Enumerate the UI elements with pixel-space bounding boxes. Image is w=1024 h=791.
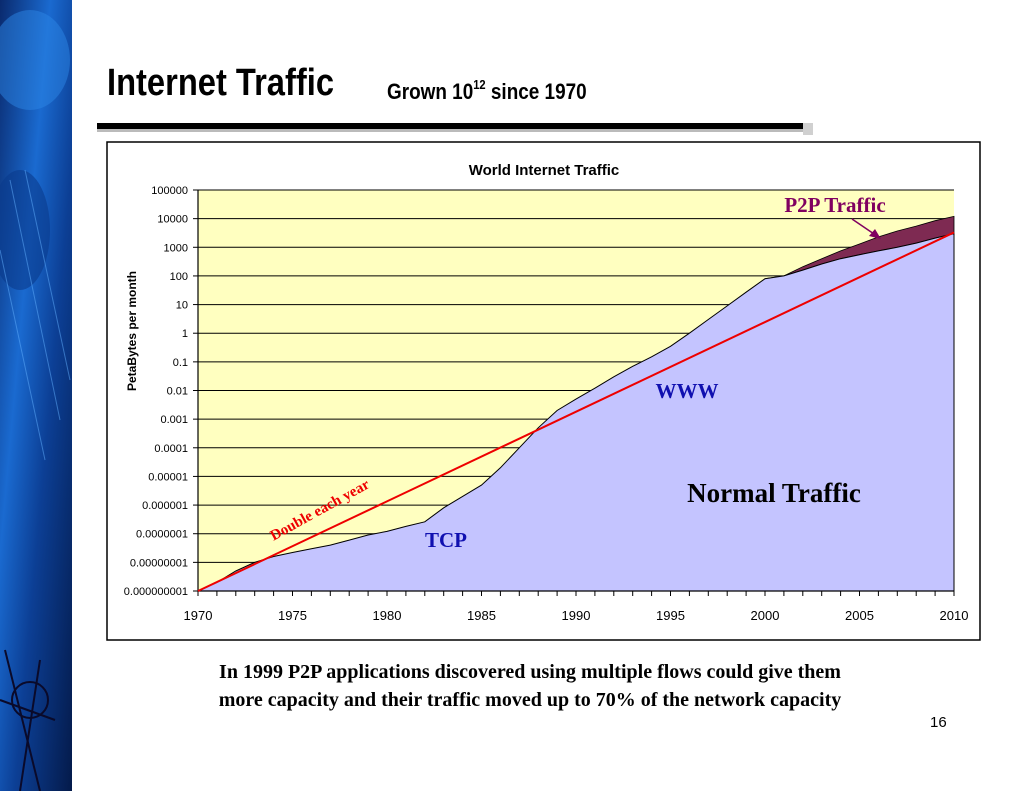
x-tick-label: 2010 — [940, 608, 969, 623]
y-tick-label: 0.1 — [173, 357, 188, 369]
title-underline — [97, 123, 811, 132]
x-tick-label: 2000 — [751, 608, 780, 623]
y-tick-label: 0.00000001 — [130, 557, 188, 569]
x-tick-label: 1995 — [656, 608, 685, 623]
slide-subtitle: Grown 1012 since 1970 — [387, 77, 587, 105]
p2p-arrowhead — [869, 229, 881, 239]
subtitle-exponent: 12 — [473, 77, 486, 92]
decorative-side-band — [0, 0, 72, 791]
y-tick-label: 0.0000001 — [136, 529, 188, 541]
double-each-year-line — [197, 231, 955, 592]
y-axis-label: PetaBytes per month — [125, 271, 139, 391]
caption-line-2: more capacity and their traffic moved up… — [218, 689, 842, 711]
y-tick-label: 10000 — [157, 214, 188, 226]
y-tick-label: 0.01 — [167, 386, 188, 398]
www-label: WWW — [656, 379, 719, 403]
y-tick-label: 10 — [176, 300, 188, 312]
x-tick-label: 1970 — [184, 608, 213, 623]
chart-title: World Internet Traffic — [469, 162, 620, 179]
y-tick-label: 1 — [182, 328, 188, 340]
title-underline-shadow — [803, 123, 813, 135]
x-tick-label: 2005 — [845, 608, 874, 623]
p2p-traffic-label: P2P Traffic — [784, 193, 885, 217]
y-tick-label: 1000 — [164, 242, 188, 254]
y-tick-label: 100000 — [151, 185, 188, 197]
x-tick-label: 1975 — [278, 608, 307, 623]
y-tick-label: 0.00001 — [148, 471, 188, 483]
subtitle-prefix: Grown 10 — [387, 79, 474, 104]
slide-title: Internet Traffic — [107, 62, 334, 104]
x-tick-label: 1985 — [467, 608, 496, 623]
caption-line-1: In 1999 P2P applications discovered usin… — [219, 661, 841, 683]
subtitle-suffix: since 1970 — [485, 79, 587, 104]
y-tick-labels: 100000 10000 1000 100 10 1 0.1 0.01 0.001 0.0001 0… — [124, 185, 188, 598]
axes — [197, 190, 955, 596]
x-tick-labels: 1970 1975 1980 1985 1990 1995 2000 2005 2010 — [184, 608, 969, 623]
normal-traffic-label: Normal Traffic — [687, 478, 861, 508]
y-tick-label: 0.0001 — [154, 443, 188, 455]
x-tick-label: 1990 — [562, 608, 591, 623]
y-tick-label: 0.000000001 — [124, 586, 188, 598]
tcp-label: TCP — [425, 528, 467, 552]
slide-caption: In 1999 P2P applications discovered usin… — [140, 658, 920, 714]
page-number: 16 — [930, 714, 947, 731]
x-tick-label: 1980 — [373, 608, 402, 623]
y-tick-label: 100 — [170, 271, 188, 283]
y-tick-label: 0.001 — [160, 414, 188, 426]
y-tick-label: 0.000001 — [142, 500, 188, 512]
